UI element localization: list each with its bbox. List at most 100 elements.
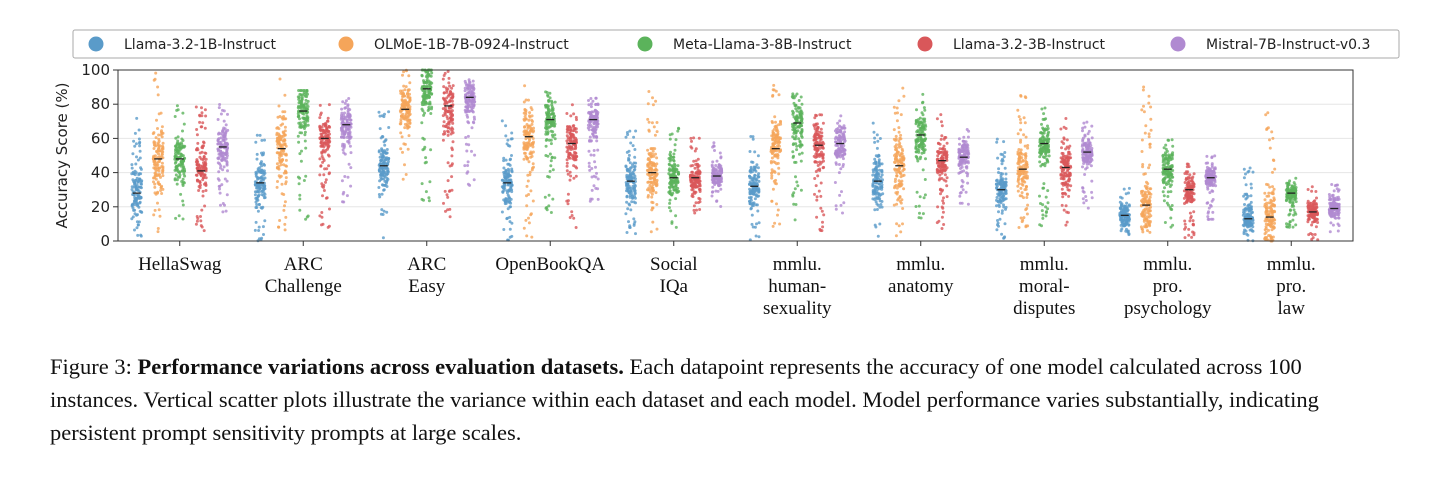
strip-3-2	[543, 90, 557, 214]
data-point	[756, 166, 760, 170]
data-point	[152, 154, 156, 158]
data-point	[838, 193, 842, 197]
data-point	[921, 168, 925, 172]
data-point	[749, 170, 753, 174]
data-point	[958, 191, 962, 195]
data-point	[839, 167, 843, 171]
data-point	[753, 225, 757, 229]
data-point	[794, 142, 798, 146]
data-point	[897, 179, 901, 183]
data-point	[962, 135, 966, 139]
data-point	[137, 196, 141, 200]
data-point	[650, 121, 654, 125]
data-point	[668, 189, 672, 193]
data-point	[965, 165, 969, 169]
data-point	[377, 110, 381, 114]
data-point	[506, 138, 510, 142]
data-point	[224, 123, 228, 127]
data-point	[646, 163, 650, 167]
data-point	[698, 197, 702, 201]
data-point	[202, 176, 206, 180]
data-point	[876, 171, 880, 175]
data-point	[633, 196, 637, 200]
data-point	[427, 196, 431, 200]
data-point	[996, 156, 1000, 160]
data-point	[204, 167, 208, 170]
data-point	[914, 205, 918, 208]
data-point	[200, 150, 204, 154]
strip-1-0	[253, 133, 267, 243]
data-point	[341, 200, 344, 204]
data-point	[253, 190, 257, 194]
data-point	[549, 159, 553, 163]
data-point	[1024, 96, 1028, 100]
data-point	[465, 113, 469, 117]
data-point	[698, 182, 702, 186]
data-point	[997, 171, 1000, 174]
data-point	[383, 139, 387, 143]
data-point	[152, 159, 156, 163]
data-point	[880, 185, 883, 189]
data-point	[1004, 197, 1008, 201]
data-point	[551, 108, 555, 112]
data-point	[319, 164, 323, 168]
data-point	[180, 154, 184, 158]
data-point	[914, 122, 918, 126]
data-point	[173, 115, 177, 118]
data-point	[821, 220, 824, 224]
data-point	[254, 140, 258, 144]
data-point	[834, 135, 838, 139]
data-point	[650, 208, 654, 212]
data-point	[216, 149, 220, 153]
data-point	[472, 92, 476, 95]
data-point	[1000, 209, 1004, 213]
data-point	[451, 95, 455, 99]
data-point	[380, 158, 384, 162]
data-point	[181, 166, 185, 170]
data-point	[962, 149, 966, 153]
data-point	[779, 149, 783, 153]
data-point	[1025, 212, 1029, 216]
data-point	[154, 71, 158, 75]
data-point	[1021, 172, 1025, 176]
data-point	[305, 116, 309, 120]
data-point	[325, 127, 329, 131]
data-point	[631, 144, 635, 148]
data-point	[422, 137, 426, 141]
data-point	[326, 116, 330, 120]
data-point	[574, 226, 578, 229]
data-point	[589, 105, 593, 109]
data-point	[777, 93, 781, 97]
data-point	[1043, 106, 1047, 110]
data-point	[771, 121, 774, 125]
data-point	[573, 155, 577, 159]
data-point	[158, 173, 161, 176]
data-point	[574, 136, 578, 140]
data-point	[632, 165, 636, 169]
data-point	[818, 169, 822, 172]
data-point	[1017, 226, 1021, 229]
data-point	[1021, 158, 1025, 162]
data-point	[748, 150, 752, 153]
data-point	[464, 81, 468, 85]
data-point	[813, 192, 816, 196]
data-point	[527, 98, 530, 102]
data-point	[961, 188, 965, 192]
data-point	[627, 220, 630, 224]
data-point	[467, 90, 471, 94]
data-point	[595, 139, 599, 143]
data-point	[406, 91, 410, 95]
data-point	[221, 151, 225, 155]
data-point	[592, 153, 596, 157]
data-point	[551, 197, 555, 201]
data-point	[138, 141, 141, 145]
data-point	[448, 110, 452, 114]
data-point	[135, 187, 139, 190]
data-point	[594, 102, 598, 106]
data-point	[178, 171, 181, 175]
data-point	[179, 192, 183, 196]
data-point	[217, 178, 221, 182]
data-point	[218, 191, 222, 195]
data-point	[157, 208, 161, 212]
data-point	[298, 117, 301, 121]
